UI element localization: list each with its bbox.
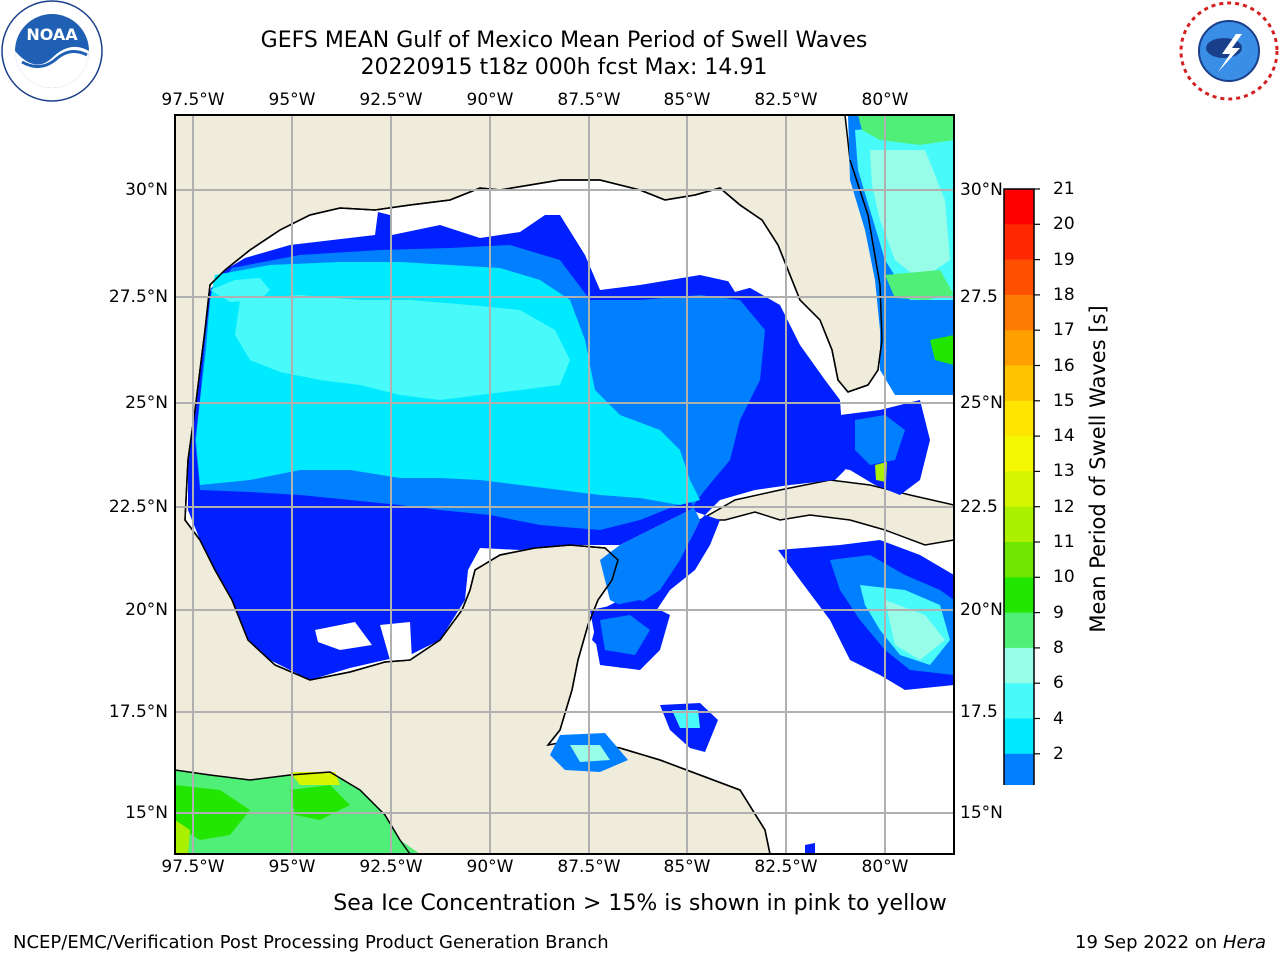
swell-field [175, 115, 954, 854]
colorbar-level-label: 19 [1053, 249, 1075, 270]
colorbar-segment [1004, 294, 1034, 331]
colorbar-level-label: 13 [1053, 461, 1075, 482]
colorbar-segment [1004, 577, 1034, 614]
lat-label-right: 20°N [960, 600, 1003, 620]
lat-label-left: 20°N [125, 600, 168, 620]
colorbar-segment [1004, 506, 1034, 543]
footer-credit: NCEP/EMC/Verification Post Processing Pr… [13, 932, 609, 953]
lon-label-bottom: 97.5°W [161, 857, 225, 877]
noaa-logo-text: NOAA [26, 25, 78, 44]
lat-label-right: 27.5 [960, 287, 998, 307]
lon-label-bottom: 95°W [268, 857, 316, 877]
colorbar-segment [1004, 400, 1034, 437]
colorbar-level-label: 8 [1053, 637, 1064, 658]
footer-machine: Hera [1222, 932, 1266, 953]
lon-label-top: 82.5°W [754, 90, 818, 110]
colorbar-segment [1004, 753, 1034, 785]
lat-label-left: 15°N [125, 803, 168, 823]
colorbar-segment [1004, 683, 1034, 719]
colorbar-segment [1004, 647, 1034, 684]
lat-label-left: 25°N [125, 393, 168, 413]
colorbar-segment [1004, 259, 1034, 296]
footer-date: 19 Sep 2022 on Hera [1075, 932, 1266, 953]
colorbar-level-label: 2 [1053, 743, 1064, 764]
lat-label-right: 30°N [960, 180, 1003, 200]
colorbar-segment [1004, 189, 1034, 225]
colorbar-segment [1004, 542, 1034, 578]
colorbar-level-label: 12 [1053, 496, 1075, 517]
colorbar-title: Mean Period of Swell Waves [s] [1086, 305, 1110, 633]
lon-label-top: 87.5°W [557, 90, 621, 110]
lat-label-left: 30°N [125, 180, 168, 200]
colorbar-level-label: 9 [1053, 602, 1064, 623]
colorbar-level-label: 21 [1053, 179, 1075, 199]
lon-label-bottom: 90°W [466, 857, 514, 877]
colorbar-level-label: 18 [1053, 284, 1075, 305]
lat-label-right: 22.5 [960, 497, 998, 517]
nws-logo [1178, 0, 1280, 102]
chart-subtitle: 20220915 t18z 000h fcst Max: 14.91 [360, 55, 768, 80]
colorbar-level-label: 6 [1053, 673, 1064, 694]
lat-label-right: 15°N [960, 803, 1003, 823]
lon-label-top: 90°W [466, 90, 514, 110]
colorbar [1003, 188, 1040, 785]
colorbar-segment [1004, 471, 1034, 508]
lon-label-top: 97.5°W [161, 90, 225, 110]
colorbar-level-label: 10 [1053, 567, 1075, 588]
colorbar-segment [1004, 365, 1034, 402]
colorbar-segment [1004, 718, 1034, 755]
colorbar-level-label: 20 [1053, 214, 1075, 235]
footer-date-text: 19 Sep 2022 on [1075, 932, 1223, 953]
colorbar-level-label: 16 [1053, 355, 1075, 376]
colorbar-level-label: 11 [1053, 532, 1075, 552]
lon-label-top: 95°W [268, 90, 316, 110]
colorbar-level-label: 4 [1053, 708, 1064, 729]
sea-ice-note: Sea Ice Concentration > 15% is shown in … [333, 891, 947, 916]
lon-label-top: 85°W [663, 90, 711, 110]
colorbar-level-label: 17 [1053, 320, 1075, 341]
lat-label-right: 17.5 [960, 702, 998, 722]
lon-label-bottom: 92.5°W [359, 857, 423, 877]
colorbar-segment [1004, 330, 1034, 366]
colorbar-segment [1004, 436, 1034, 472]
lat-label-right: 25°N [960, 393, 1003, 413]
lat-label-left: 27.5°N [108, 287, 168, 307]
lon-label-bottom: 82.5°W [754, 857, 818, 877]
colorbar-level-label: 15 [1053, 390, 1075, 411]
lon-label-bottom: 85°W [663, 857, 711, 877]
lat-label-left: 17.5°N [108, 702, 168, 722]
lon-label-top: 92.5°W [359, 90, 423, 110]
lon-label-top: 80°W [861, 90, 909, 110]
gridlines [175, 115, 954, 854]
colorbar-segment [1004, 612, 1034, 649]
noaa-logo: NOAA [0, 0, 105, 102]
colorbar-segment [1004, 224, 1034, 261]
lon-label-bottom: 80°W [861, 857, 909, 877]
lat-label-left: 22.5°N [108, 497, 168, 517]
colorbar-level-label: 14 [1053, 426, 1075, 447]
chart-title: GEFS MEAN Gulf of Mexico Mean Period of … [260, 28, 868, 53]
lon-label-bottom: 87.5°W [557, 857, 621, 877]
